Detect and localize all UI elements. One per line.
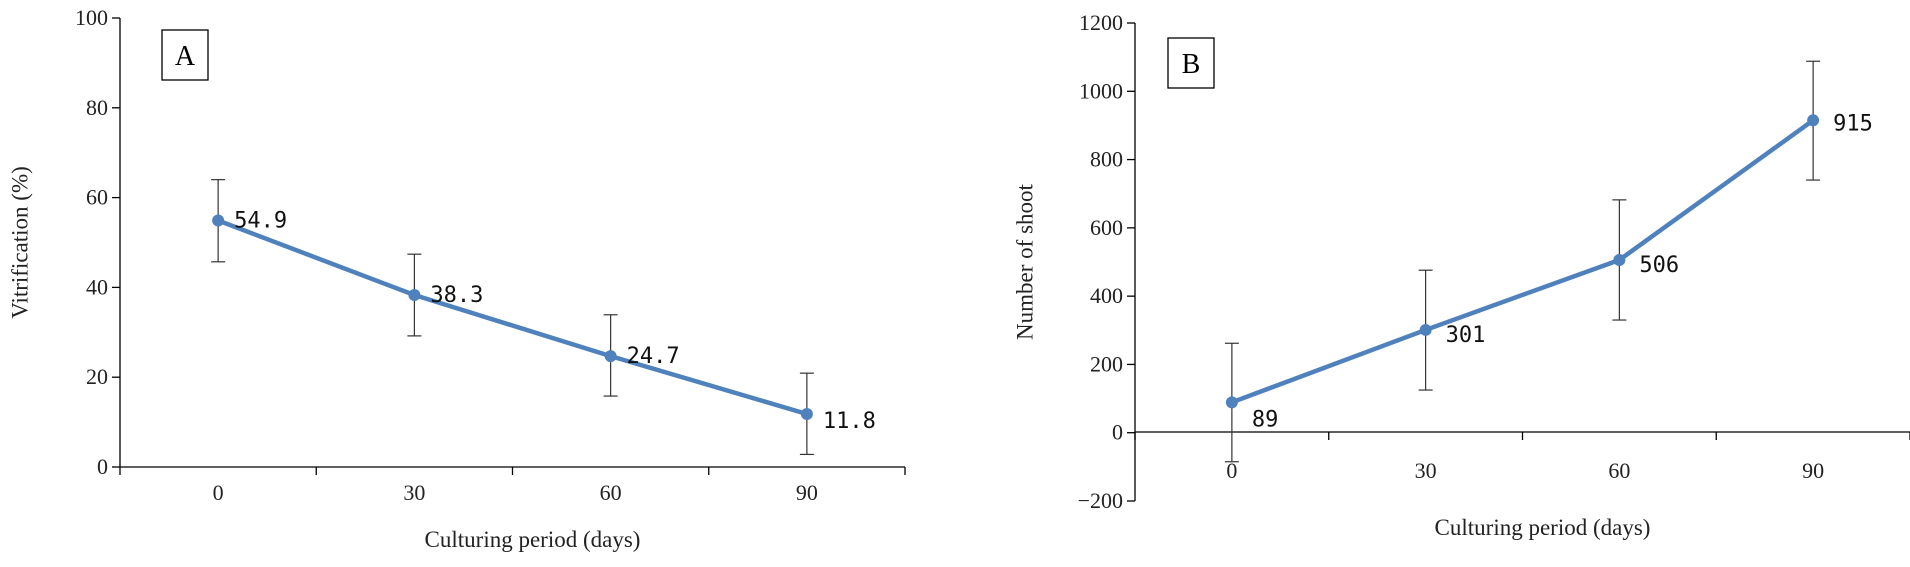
y-tick-label: 100 bbox=[75, 5, 108, 30]
data-label: 915 bbox=[1833, 111, 1873, 136]
y-tick-label: 40 bbox=[86, 274, 108, 299]
x-tick-label: 30 bbox=[403, 480, 425, 505]
y-tick-label: 60 bbox=[86, 185, 108, 210]
data-point bbox=[1419, 323, 1432, 336]
y-tick-label: 400 bbox=[1090, 283, 1123, 308]
series-line bbox=[1231, 118, 1815, 405]
y-tick-label: 0 bbox=[97, 454, 108, 479]
data-label: 301 bbox=[1446, 323, 1486, 348]
data-label: 506 bbox=[1639, 253, 1679, 278]
data-point bbox=[800, 408, 813, 421]
x-tick-label: 30 bbox=[1415, 458, 1437, 483]
data-label: 89 bbox=[1252, 407, 1279, 432]
x-tick-label: 0 bbox=[1226, 458, 1237, 483]
x-tick-label: 60 bbox=[1608, 458, 1630, 483]
panel-label-box bbox=[161, 29, 209, 81]
y-axis-title: Number of shoot bbox=[1012, 183, 1037, 339]
data-label: 24.7 bbox=[627, 344, 680, 369]
y-tick-label: 20 bbox=[86, 364, 108, 389]
y-tick-label: 0 bbox=[1112, 420, 1123, 445]
y-tick-label: 800 bbox=[1090, 147, 1123, 172]
panel-label: A bbox=[175, 41, 196, 72]
x-tick-label: 90 bbox=[1802, 458, 1824, 483]
y-axis-title: Vitrification (%) bbox=[7, 166, 32, 319]
data-point bbox=[1225, 396, 1238, 409]
x-tick-label: 60 bbox=[600, 480, 622, 505]
chart-panel-a: 0 20 40 60 80 100 0 30 60 90 Culturing period (day… bbox=[7, 5, 906, 552]
y-tick-label: −200 bbox=[1078, 488, 1123, 513]
data-point bbox=[604, 350, 617, 363]
x-axis-title: Culturing period (days) bbox=[425, 527, 641, 552]
x-tick-label: 0 bbox=[213, 480, 224, 505]
data-point bbox=[1807, 114, 1820, 127]
y-tick-label: 200 bbox=[1090, 351, 1123, 376]
y-tick-label: 80 bbox=[86, 95, 108, 120]
data-point bbox=[212, 214, 225, 227]
series-line bbox=[217, 218, 808, 417]
data-point bbox=[1613, 253, 1626, 266]
x-axis-title: Culturing period (days) bbox=[1435, 515, 1651, 540]
data-label: 11.8 bbox=[823, 409, 876, 434]
x-tick-label: 90 bbox=[796, 480, 818, 505]
panel-label-box bbox=[1167, 37, 1215, 89]
data-point bbox=[408, 289, 421, 302]
y-tick-label: 1000 bbox=[1079, 78, 1123, 103]
y-tick-label: 600 bbox=[1090, 215, 1123, 240]
data-label: 54.9 bbox=[234, 208, 287, 233]
data-label: 38.3 bbox=[430, 283, 483, 308]
chart-panel-b: −200 0 200 400 600 800 1000 1200 0 30 60 90 Culturin… bbox=[1012, 10, 1910, 540]
panel-label: B bbox=[1182, 49, 1201, 80]
y-tick-label: 1200 bbox=[1079, 10, 1123, 35]
